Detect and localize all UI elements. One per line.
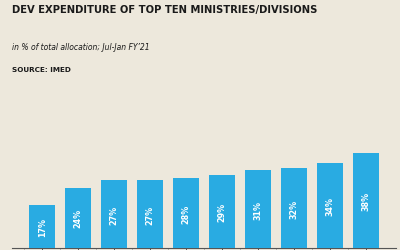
Bar [65,188,91,248]
Bar [209,175,235,248]
Bar [245,170,271,248]
Text: DEV EXPENDITURE OF TOP TEN MINISTRIES/DIVISIONS: DEV EXPENDITURE OF TOP TEN MINISTRIES/DI… [12,5,317,15]
Bar [173,178,199,248]
Bar [281,168,307,248]
Text: 27%: 27% [146,206,155,225]
Text: in % of total allocation; Jul-Jan FY’21: in % of total allocation; Jul-Jan FY’21 [12,42,150,51]
Bar [101,180,127,248]
Text: 34%: 34% [325,197,334,216]
Bar [353,152,378,248]
Bar [317,162,343,248]
Text: 28%: 28% [182,204,190,224]
Text: 31%: 31% [253,201,262,220]
Text: SOURCE: IMED: SOURCE: IMED [12,68,71,73]
Text: 27%: 27% [110,206,119,225]
Text: 29%: 29% [218,203,226,222]
Text: 32%: 32% [289,200,298,219]
Text: 38%: 38% [361,192,370,212]
Text: 17%: 17% [38,218,47,236]
Bar [30,205,55,248]
Bar [137,180,163,248]
Text: 24%: 24% [74,209,83,228]
